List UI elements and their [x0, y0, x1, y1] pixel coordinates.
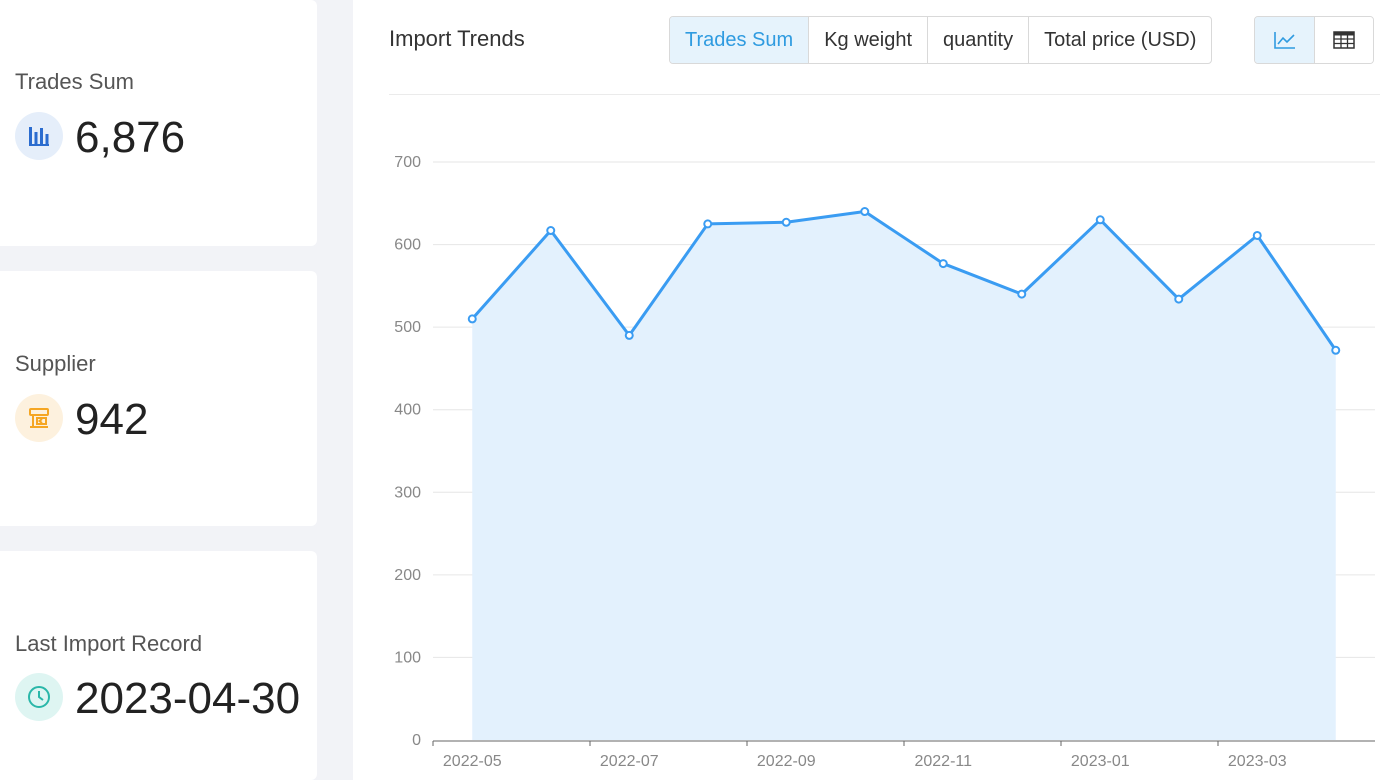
tab-quantity[interactable]: quantity [927, 17, 1028, 63]
data-point [1095, 215, 1105, 225]
tab-trades-sum[interactable]: Trades Sum [670, 17, 809, 63]
x-tick-label: 2022-07 [600, 753, 659, 770]
trades-sum-label: Trades Sum [15, 69, 135, 94]
y-tick-label: 100 [394, 649, 421, 666]
supplier-value: 942 [75, 395, 149, 444]
data-point [546, 226, 556, 236]
import-trends-panel: 0 100 200 300 400 500 600 700 2022-05 2022-07 2022… [353, 0, 1380, 780]
panel-title: Import Trends [389, 26, 525, 51]
data-point [624, 330, 634, 340]
store-icon [15, 394, 63, 442]
clock-icon [15, 673, 63, 721]
line-chart-view-button[interactable] [1255, 17, 1314, 63]
tab-total-price[interactable]: Total price (USD) [1028, 17, 1211, 63]
bar-chart-icon [15, 112, 63, 160]
import-trends-chart: 0 100 200 300 400 500 600 700 2022-05 2022-07 2022… [394, 154, 1375, 770]
supplier-label: Supplier [15, 351, 96, 376]
x-tick-label: 2023-03 [1228, 753, 1287, 770]
view-toggle [1254, 16, 1374, 64]
y-tick-label: 700 [394, 154, 421, 171]
trades-sum-card: Trades Sum 6,876 [0, 0, 317, 246]
y-tick-label: 500 [394, 319, 421, 336]
series-area [472, 211, 1336, 741]
header-divider [389, 94, 1380, 95]
table-icon [1333, 31, 1355, 49]
metric-tabs: Trades Sum Kg weight quantity Total pric… [669, 16, 1213, 64]
y-tick-label: 0 [412, 732, 421, 749]
y-tick-label: 600 [394, 237, 421, 254]
series-line [471, 210, 1337, 352]
data-point [1017, 289, 1027, 299]
x-tick-label: 2022-09 [757, 753, 816, 770]
y-tick-label: 200 [394, 567, 421, 584]
data-point [467, 314, 477, 324]
data-point [1252, 230, 1262, 240]
x-tick-label: 2022-05 [443, 753, 502, 770]
data-point [781, 217, 791, 227]
y-tick-label: 400 [394, 402, 421, 419]
trades-sum-value: 6,876 [75, 113, 186, 162]
x-tick-label: 2023-01 [1071, 753, 1130, 770]
last-import-record-value: 2023-04-30 [75, 674, 301, 723]
last-import-record-card: Last Import Record 2023-04-30 [0, 551, 317, 780]
tab-kg-weight[interactable]: Kg weight [808, 17, 927, 63]
supplier-card: Supplier 942 [0, 271, 317, 526]
x-tick-label: 2022-11 [914, 753, 972, 770]
data-point [938, 259, 948, 269]
data-point [1174, 294, 1184, 304]
data-point [860, 207, 870, 217]
data-point [1331, 345, 1341, 355]
line-chart-icon [1273, 32, 1295, 49]
data-point [703, 219, 713, 229]
table-view-button[interactable] [1314, 17, 1373, 63]
last-import-record-label: Last Import Record [15, 631, 203, 656]
y-tick-label: 300 [394, 484, 421, 501]
